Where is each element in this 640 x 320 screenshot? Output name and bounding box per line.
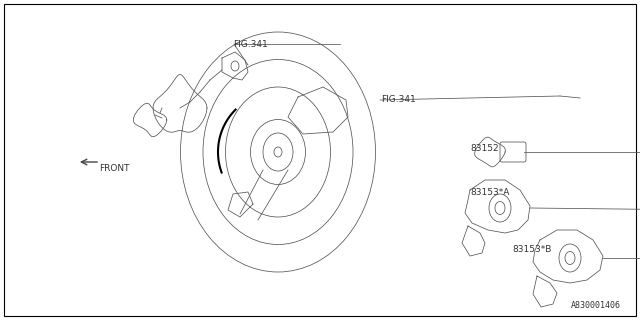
Text: FIG.341: FIG.341	[234, 40, 268, 49]
Text: 83152: 83152	[470, 144, 499, 153]
Text: 83153*B: 83153*B	[512, 245, 552, 254]
Text: 83153*A: 83153*A	[470, 188, 510, 196]
Text: FRONT: FRONT	[99, 164, 130, 172]
Text: A830001406: A830001406	[571, 301, 621, 310]
Text: FIG.341: FIG.341	[381, 95, 415, 104]
